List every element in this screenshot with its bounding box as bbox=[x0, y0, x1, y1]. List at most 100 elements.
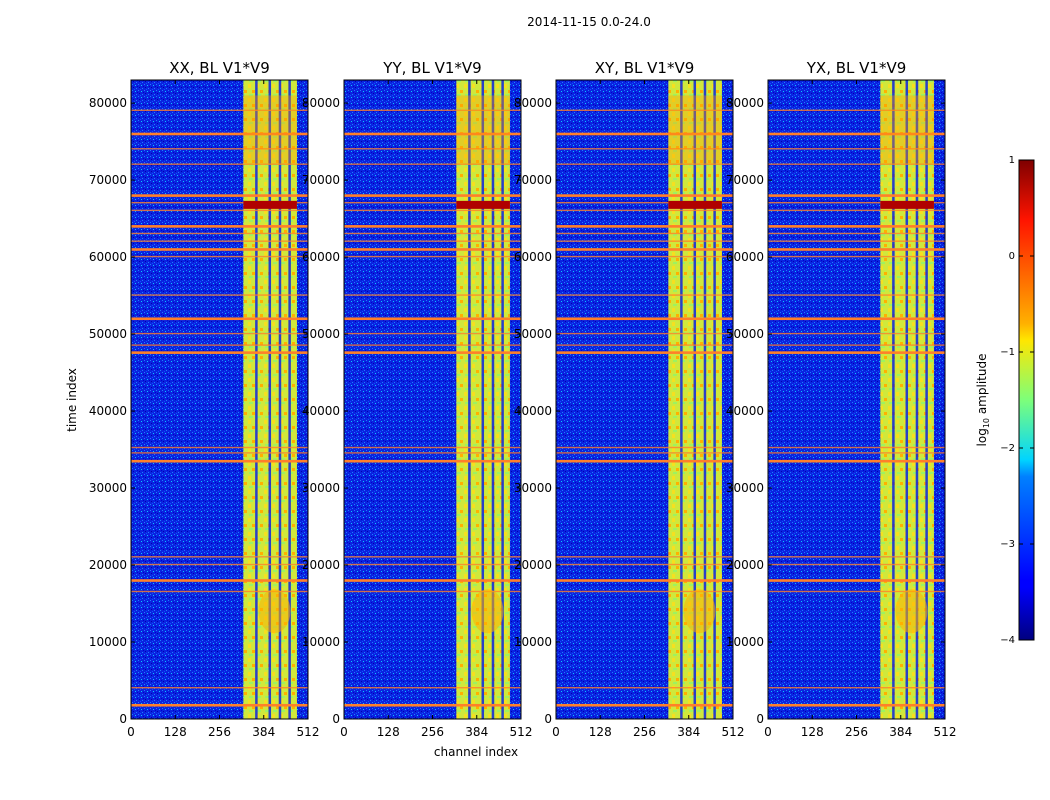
interference-stripe bbox=[768, 163, 945, 165]
interference-stripe bbox=[556, 556, 733, 558]
y-tick-label: 0 bbox=[544, 712, 552, 726]
interference-stripe bbox=[344, 687, 521, 689]
interference-stripe bbox=[768, 344, 945, 346]
panel-title: YX, BL V1*V9 bbox=[806, 59, 907, 77]
interference-stripe bbox=[768, 332, 945, 335]
interference-stripe bbox=[768, 225, 945, 228]
x-tick-label: 128 bbox=[801, 725, 824, 739]
interference-stripe bbox=[768, 459, 945, 463]
x-tick-label: 256 bbox=[208, 725, 231, 739]
y-tick-label: 30000 bbox=[514, 481, 552, 495]
band-gap bbox=[288, 80, 291, 719]
band-gap bbox=[278, 80, 282, 719]
interference-stripe bbox=[344, 148, 521, 150]
band-gap bbox=[905, 80, 909, 719]
colorbar-tick-label: −1 bbox=[1000, 347, 1015, 358]
panel: YY, BL V1*V9 0 128 256 384 512 0 10000 20000 3000… bbox=[302, 59, 533, 739]
y-tick-label: 50000 bbox=[302, 327, 340, 341]
interference-stripe bbox=[131, 232, 308, 235]
panel-title: XY, BL V1*V9 bbox=[595, 59, 695, 77]
interference-stripe bbox=[344, 132, 521, 136]
interference-stripe bbox=[344, 332, 521, 335]
interference-stripe bbox=[344, 459, 521, 463]
x-axis-label: channel index bbox=[434, 745, 518, 759]
interference-stripe bbox=[131, 294, 308, 296]
y-axis-label: time index bbox=[65, 368, 79, 432]
band-gap bbox=[713, 80, 716, 719]
interference-stripe bbox=[131, 209, 308, 212]
x-tick-label: 256 bbox=[633, 725, 656, 739]
interference-stripe bbox=[344, 255, 521, 258]
interference-stripe bbox=[131, 344, 308, 346]
y-tick-label: 70000 bbox=[89, 173, 127, 187]
interference-stripe bbox=[768, 240, 945, 242]
interference-stripe bbox=[768, 703, 945, 707]
x-tick-label: 256 bbox=[845, 725, 868, 739]
interference-stripe bbox=[556, 317, 733, 321]
interference-stripe bbox=[344, 446, 521, 449]
interference-stripe bbox=[344, 109, 521, 111]
panel-title: XX, BL V1*V9 bbox=[169, 59, 270, 77]
y-tick-label: 40000 bbox=[726, 404, 764, 418]
interference-stripe bbox=[556, 132, 733, 136]
interference-stripe bbox=[768, 452, 945, 454]
interference-stripe bbox=[556, 563, 733, 566]
y-tick-label: 0 bbox=[756, 712, 764, 726]
x-tick-label: 512 bbox=[934, 725, 957, 739]
band-gap bbox=[481, 80, 485, 719]
colorbar-gradient bbox=[1018, 159, 1035, 641]
y-tick-label: 20000 bbox=[89, 558, 127, 572]
interference-stripe bbox=[344, 317, 521, 321]
y-tick-label: 50000 bbox=[89, 327, 127, 341]
interference-stripe bbox=[344, 232, 521, 235]
interference-stripe bbox=[556, 344, 733, 346]
y-tick-label: 80000 bbox=[514, 96, 552, 110]
band-gap bbox=[491, 80, 495, 719]
interference-stripe bbox=[344, 703, 521, 707]
x-tick-label: 512 bbox=[297, 725, 320, 739]
interference-stripe bbox=[768, 132, 945, 136]
interference-stripe bbox=[131, 459, 308, 463]
interference-stripe bbox=[344, 563, 521, 566]
colorbar-label: log10 amplitude bbox=[975, 354, 991, 447]
y-tick-label: 60000 bbox=[726, 250, 764, 264]
interference-stripe bbox=[131, 687, 308, 689]
y-tick-label: 70000 bbox=[514, 173, 552, 187]
interference-stripe bbox=[768, 579, 945, 582]
interference-stripe bbox=[556, 232, 733, 235]
interference-stripe bbox=[344, 209, 521, 212]
interference-stripe bbox=[556, 590, 733, 593]
interference-stripe bbox=[768, 351, 945, 354]
interference-stripe bbox=[556, 163, 733, 165]
y-tick-label: 10000 bbox=[514, 635, 552, 649]
y-tick-label: 80000 bbox=[726, 96, 764, 110]
y-tick-label: 30000 bbox=[302, 481, 340, 495]
y-tick-label: 0 bbox=[332, 712, 340, 726]
warm-region bbox=[243, 95, 297, 165]
x-tick-label: 384 bbox=[677, 725, 700, 739]
interference-stripe bbox=[556, 332, 733, 335]
y-tick-label: 10000 bbox=[726, 635, 764, 649]
panel-title: YY, BL V1*V9 bbox=[382, 59, 481, 77]
interference-stripe bbox=[556, 294, 733, 296]
colorbar-tick-label: −2 bbox=[1000, 443, 1015, 454]
interference-stripe bbox=[344, 248, 521, 251]
interference-stripe bbox=[768, 201, 945, 204]
interference-stripe bbox=[768, 248, 945, 251]
band-gap bbox=[680, 80, 683, 719]
warm-region bbox=[880, 95, 934, 165]
interference-stripe bbox=[556, 109, 733, 111]
y-tick-label: 80000 bbox=[302, 96, 340, 110]
interference-stripe bbox=[768, 317, 945, 321]
y-tick-label: 30000 bbox=[726, 481, 764, 495]
interference-stripe bbox=[344, 194, 521, 197]
interference-stripe bbox=[556, 687, 733, 689]
interference-stripe bbox=[768, 687, 945, 689]
interference-stripe bbox=[768, 255, 945, 258]
interference-stripe bbox=[131, 148, 308, 150]
interference-stripe bbox=[131, 240, 308, 242]
interference-stripe bbox=[768, 148, 945, 150]
interference-stripe bbox=[344, 351, 521, 354]
colorbar-tick-label: 1 bbox=[1009, 155, 1015, 166]
y-tick-label: 40000 bbox=[514, 404, 552, 418]
